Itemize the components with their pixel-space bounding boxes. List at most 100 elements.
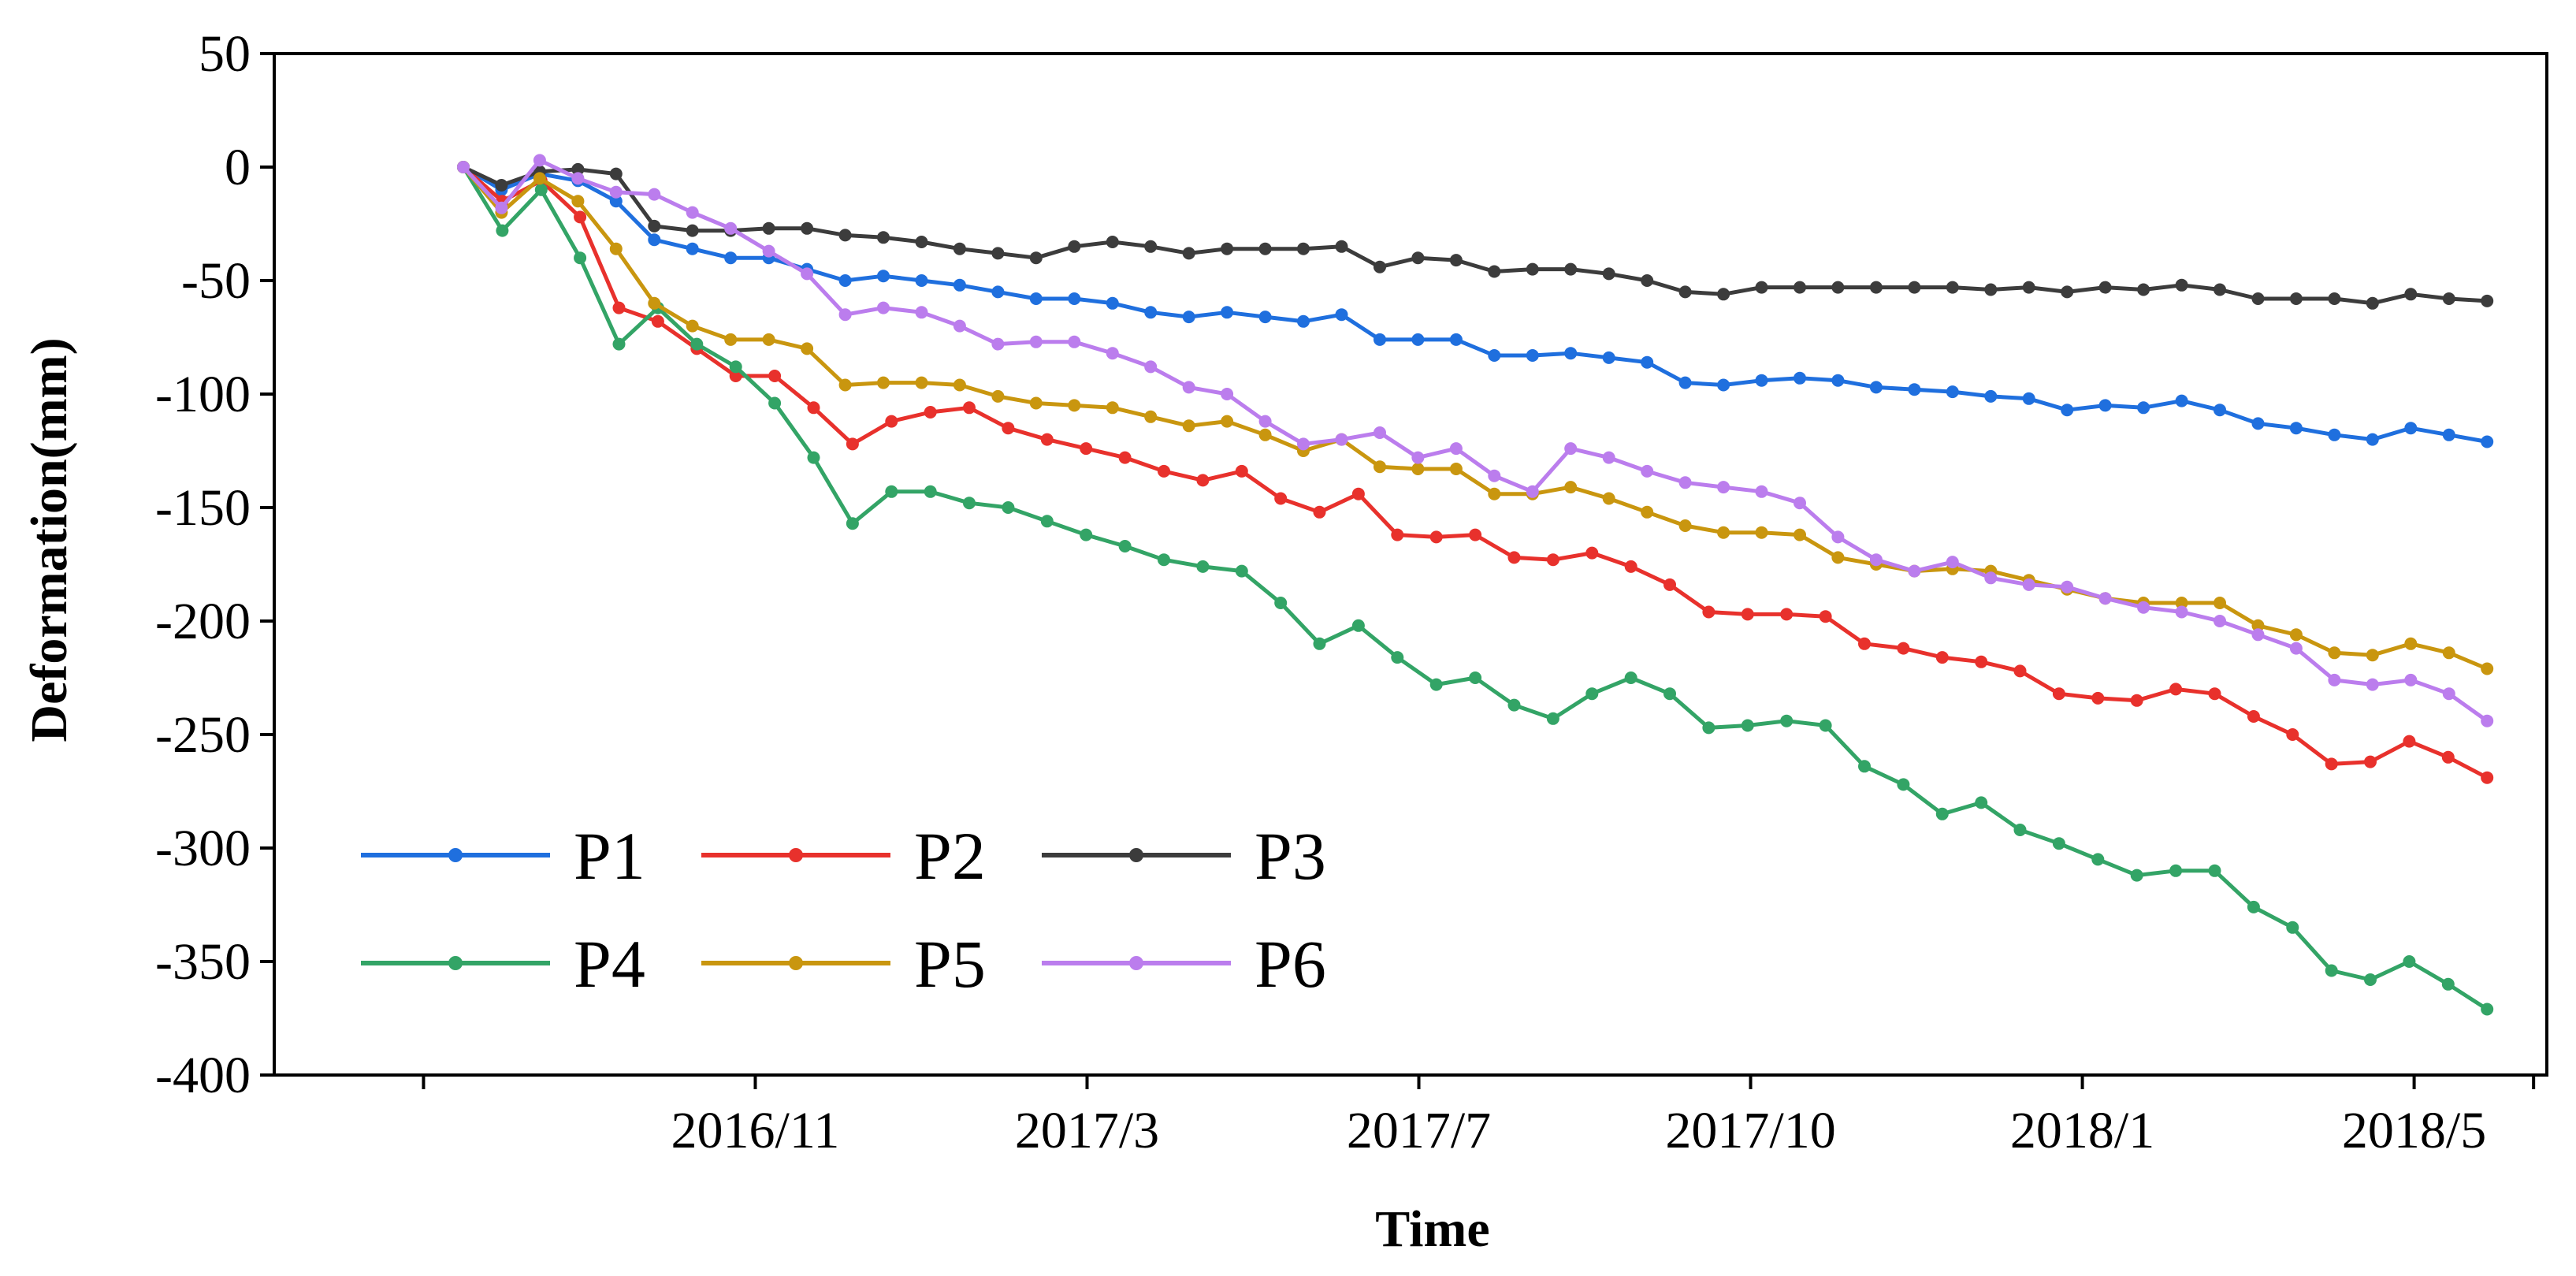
data-point [1869, 553, 1883, 567]
data-point [1507, 698, 1521, 712]
data-point [1221, 242, 1234, 255]
data-point [953, 278, 966, 292]
data-point [1564, 481, 1578, 494]
data-point [1858, 637, 1871, 650]
data-point [2441, 977, 2455, 991]
data-point [1221, 415, 1234, 428]
data-point [1908, 281, 1921, 294]
y-tick-label: -50 [181, 252, 251, 310]
data-point [1780, 608, 1794, 621]
data-point [1546, 712, 1559, 725]
data-point [1373, 260, 1386, 273]
data-point [1678, 476, 1692, 489]
data-point [1678, 285, 1692, 299]
data-point [2251, 417, 2265, 430]
data-point [2442, 428, 2455, 441]
data-point [1717, 378, 1730, 392]
series-p3 [457, 161, 2494, 310]
data-point [762, 221, 775, 235]
data-point [953, 378, 966, 392]
data-point [1158, 553, 1170, 567]
data-point [609, 242, 623, 255]
legend-item-p3: P3 [1042, 818, 1326, 894]
data-point [2404, 288, 2418, 301]
data-point [1297, 314, 1310, 328]
data-point [1717, 288, 1730, 301]
data-point [2286, 921, 2299, 934]
y-tick-label: -100 [155, 366, 251, 423]
data-point [1908, 564, 1921, 578]
data-point [2251, 628, 2265, 642]
data-point [1641, 355, 1654, 369]
data-point [1585, 687, 1599, 701]
data-point [1411, 333, 1425, 346]
y-tick-label: -300 [155, 820, 251, 877]
data-point [1488, 469, 1501, 482]
data-point [1702, 721, 1715, 735]
data-point [1411, 463, 1425, 475]
data-point [2441, 750, 2455, 764]
data-point [1297, 242, 1310, 255]
y-tick-label: -200 [155, 593, 251, 650]
data-point [1897, 642, 1910, 655]
data-point [2130, 869, 2143, 882]
data-point [2175, 278, 2188, 292]
data-point [2403, 955, 2416, 968]
data-point [1663, 687, 1676, 701]
data-point [1755, 374, 1768, 387]
data-point [2366, 296, 2379, 310]
data-point [729, 360, 742, 374]
data-point [1196, 560, 1210, 573]
data-point [724, 333, 738, 346]
data-point [648, 296, 661, 310]
data-point [609, 195, 623, 208]
data-point [1585, 546, 1599, 560]
data-point [495, 179, 508, 192]
data-point [2137, 401, 2150, 415]
data-point [877, 270, 890, 283]
data-point [2175, 394, 2188, 407]
data-point [1755, 526, 1768, 539]
data-point [838, 229, 852, 242]
data-point [2169, 683, 2183, 696]
data-point [1678, 519, 1692, 532]
data-point [1040, 515, 1054, 528]
series-p5 [457, 161, 2494, 675]
data-point [2091, 691, 2105, 705]
data-point [1678, 376, 1692, 389]
data-point [1118, 540, 1132, 552]
legend: P1 P2 P3 P4 P5 P6 [361, 818, 1326, 1002]
data-point [2022, 281, 2035, 294]
data-point [1118, 451, 1132, 464]
data-point [1080, 442, 1093, 456]
data-point [1182, 311, 1195, 324]
data-point [1449, 442, 1463, 456]
series-line [462, 165, 2488, 444]
data-point [924, 406, 937, 419]
data-point [1602, 267, 1615, 281]
data-point [2098, 592, 2112, 605]
data-point [1984, 571, 1998, 585]
data-point [1946, 281, 1959, 294]
data-point [1717, 526, 1730, 539]
data-point [801, 221, 814, 235]
data-point [1144, 360, 1158, 374]
data-point [1984, 389, 1998, 403]
data-point [574, 210, 587, 224]
data-point [2403, 735, 2416, 748]
data-point [571, 162, 585, 176]
data-point [1507, 551, 1521, 564]
data-point [885, 415, 898, 428]
data-point [1106, 347, 1119, 360]
data-point [1717, 481, 1730, 494]
series-lines [457, 154, 2494, 1016]
data-point [729, 370, 742, 382]
data-point [1029, 396, 1043, 410]
data-point [1780, 714, 1794, 727]
data-point [2214, 615, 2226, 627]
data-point [2404, 422, 2418, 435]
data-point [1946, 385, 1959, 399]
legend-label: P2 [914, 818, 986, 894]
data-point [2169, 864, 2183, 877]
data-point [686, 242, 699, 255]
